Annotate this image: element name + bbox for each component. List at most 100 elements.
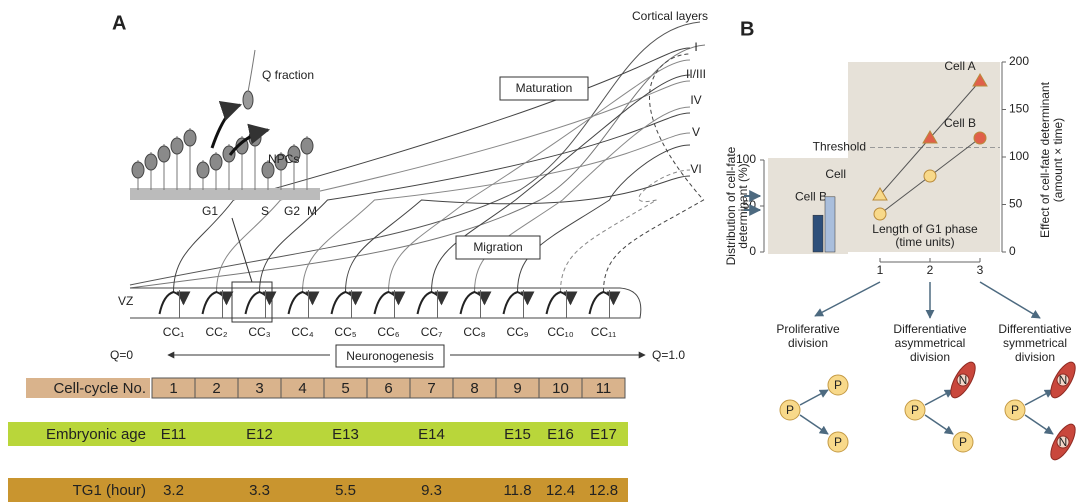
division-label: division [1015, 350, 1055, 364]
q-cell [243, 91, 253, 109]
daughter-arrow [800, 390, 828, 405]
q-process [248, 50, 255, 92]
bar [825, 197, 835, 252]
division-label: Differentiative [893, 322, 966, 336]
table-cell-text: 3.3 [249, 482, 270, 499]
panel-label: B [740, 18, 754, 40]
migration-curve [561, 170, 691, 292]
table-cell-text: 8 [470, 380, 478, 397]
y-tick-label: 0 [749, 244, 756, 258]
cell-cycle-label: CC₆ [377, 325, 399, 339]
table-cell-text: 11 [596, 380, 612, 397]
npc-soma [171, 138, 183, 154]
phase-label: M [307, 204, 317, 218]
npc-soma [301, 138, 313, 154]
layer-label: IV [690, 93, 701, 107]
division-label: Proliferative [776, 322, 840, 336]
cell-cycle-label: CC₁₀ [547, 325, 573, 339]
migration-curve [260, 113, 691, 292]
cell-label: N [1059, 435, 1068, 449]
daughter-arrow [800, 415, 828, 434]
cortical-layers-title: Cortical layers [632, 9, 708, 23]
layer-label: VI [690, 162, 701, 176]
cell-cycle-label: CC₁ [163, 325, 184, 339]
table-cell-text: 12.4 [546, 482, 575, 499]
daughter-arrow [925, 415, 953, 434]
cell-label: P [834, 378, 842, 392]
daughter-arrow [1025, 390, 1053, 405]
y-tick-label: 0 [1009, 244, 1016, 258]
cell-cycle-label: CC₅ [334, 325, 356, 339]
npc-soma [145, 154, 157, 170]
vz-label: VZ [118, 294, 133, 308]
q-arrow [230, 130, 268, 155]
row-label: Embryonic age [46, 426, 146, 443]
y-axis-title: determinant (%) [736, 163, 750, 248]
maturation-label: Maturation [516, 81, 573, 95]
figure: ACortical layersIII/IIIIVVVIQ fractionNP… [0, 0, 1082, 504]
table-cell-text: E11 [161, 426, 187, 443]
table-cell-text: 11.8 [503, 482, 531, 499]
marker [974, 132, 986, 144]
threshold-label: Threshold [813, 140, 866, 154]
bar-label: Cell B [795, 189, 827, 203]
x-tick-label: 2 [927, 263, 934, 277]
division-label: asymmetrical [895, 336, 966, 350]
npc-soma [210, 154, 222, 170]
table-cell-text: 1 [169, 380, 177, 397]
table-cell-text: 4 [298, 380, 306, 397]
npc-base [130, 188, 320, 200]
npc-soma [132, 162, 144, 178]
migration-curve [475, 107, 691, 292]
cell-cycle-label: CC₃ [248, 325, 270, 339]
table-cell-text: 12.8 [589, 482, 618, 499]
table-cell-text: 6 [384, 380, 392, 397]
npcs-label: NPCs [268, 152, 299, 166]
phase-label: S [261, 204, 269, 218]
division-label: Differentiative [998, 322, 1071, 336]
cell-cycle-label: CC₂ [206, 325, 228, 339]
phase-label: G2 [284, 204, 300, 218]
cell-cycle-label: CC₉ [506, 325, 528, 339]
bar [813, 215, 823, 252]
q-start-label: Q=0 [110, 348, 133, 362]
table-cell-text: E16 [547, 426, 574, 443]
npc-soma [197, 162, 209, 178]
migration-curve [303, 133, 691, 292]
series-label: Cell A [944, 59, 975, 73]
cell-cycle-label: CC₇ [421, 325, 442, 339]
outcome-arrow [815, 282, 880, 316]
q-arrow [212, 105, 240, 148]
neuronogenesis-label: Neuronogenesis [346, 349, 433, 363]
x-axis-title: (time units) [895, 235, 954, 249]
diagram-decoration [130, 22, 705, 367]
y-axis-title: (amount × time) [1051, 118, 1065, 202]
division-label: division [910, 350, 950, 364]
q-fraction-label: Q fraction [262, 68, 314, 82]
marker [874, 208, 886, 220]
x-tick-label: 3 [977, 263, 984, 277]
table-cell-text: E13 [332, 426, 359, 443]
row-label: Cell-cycle No. [53, 380, 146, 397]
npc-soma [184, 130, 196, 146]
daughter-arrow [925, 390, 953, 405]
table-cell-text: 3.2 [163, 482, 184, 499]
cell-label: N [1059, 373, 1068, 387]
panel-label: A [112, 12, 126, 34]
table-cell-text: 7 [427, 380, 435, 397]
row-label: TG1 (hour) [73, 482, 146, 499]
daughter-arrow [1025, 415, 1053, 434]
table-cell-text: E14 [418, 426, 445, 443]
table-cell-text: 10 [552, 380, 569, 397]
migration-curve [174, 48, 691, 292]
migration-label: Migration [473, 240, 522, 254]
marker [924, 170, 936, 182]
division-label: symmetrical [1003, 336, 1067, 350]
cell-label: P [786, 403, 794, 417]
series-label: Cell B [944, 116, 976, 130]
phase-label: G1 [202, 204, 218, 218]
q-end-label: Q=1.0 [652, 348, 685, 362]
y-tick-label: 50 [1009, 197, 1023, 211]
migration-curve [346, 176, 691, 292]
table-cell-text: 5.5 [335, 482, 356, 499]
